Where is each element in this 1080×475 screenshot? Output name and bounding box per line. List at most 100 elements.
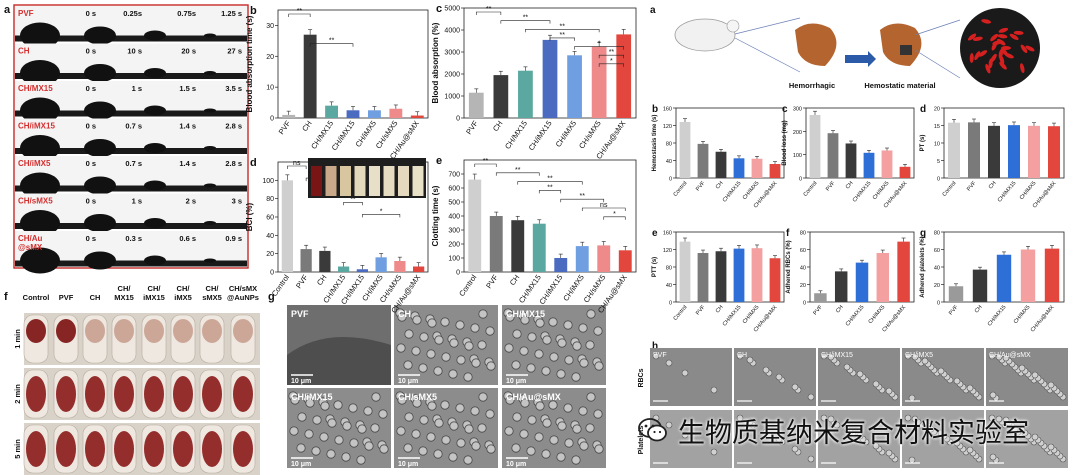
- sample-label: CH/iMX5: [18, 159, 51, 168]
- time-label: 0 s: [86, 197, 96, 206]
- panel-letter: c: [436, 3, 442, 15]
- y-tick-label: 20: [934, 107, 940, 113]
- cell: [652, 352, 660, 360]
- y-tick-label: 0: [456, 116, 460, 123]
- significance-bracket: [525, 28, 600, 33]
- y-tick-label: 0: [270, 270, 274, 277]
- wechat-icon: [638, 418, 667, 442]
- time-label: 27 s: [227, 47, 242, 56]
- y-tick-label: 5000: [444, 6, 460, 13]
- rbc-cell: [572, 424, 582, 434]
- y-axis-label: Adhered RBCs (%): [786, 240, 792, 293]
- bar: [834, 271, 848, 302]
- rbc-cell: [974, 51, 981, 61]
- significance-label: **: [486, 6, 492, 13]
- cell: [1018, 364, 1026, 372]
- droplet: [20, 22, 60, 49]
- y-tick-label: 500: [448, 200, 460, 207]
- scale-label: 10 μm: [398, 461, 418, 468]
- y-tick-label: 20: [266, 251, 274, 258]
- sem-label: CH/MX15: [506, 309, 545, 319]
- rbc-cell: [967, 33, 977, 41]
- bar: [855, 262, 869, 302]
- significance-label: **: [515, 167, 521, 174]
- rbc-cell: [441, 435, 451, 445]
- rbc-cell: [990, 33, 999, 42]
- inset-vial: [311, 166, 322, 196]
- blood-clot: [144, 376, 164, 412]
- y-tick-label: 3000: [444, 50, 460, 57]
- y-tick-label: 0: [669, 301, 672, 307]
- rbc-cell: [579, 441, 589, 451]
- bar: [338, 266, 350, 272]
- bar: [876, 253, 890, 302]
- rbc-cell: [448, 369, 458, 379]
- bar: [733, 158, 745, 178]
- rbc-cell: [304, 429, 314, 439]
- bar: [715, 151, 727, 178]
- droplet: [20, 247, 60, 274]
- rbc-cell: [348, 403, 358, 413]
- time-label: 0.7 s: [125, 122, 142, 131]
- rbc-cell: [534, 349, 544, 359]
- inset-vial: [369, 166, 380, 196]
- y-tick-label: 60: [800, 248, 806, 254]
- rbc-cell: [464, 424, 474, 434]
- rbc-cell: [342, 421, 352, 431]
- x-tick-label: CH: [491, 119, 505, 133]
- rbc-cell: [1020, 63, 1025, 73]
- bar: [554, 258, 568, 272]
- significance-label: **: [329, 38, 335, 45]
- blood-clot: [26, 376, 46, 412]
- rbc-cell: [411, 346, 421, 356]
- bar: [697, 253, 709, 302]
- plot-frame: [805, 107, 915, 179]
- liver-illustration: [795, 23, 837, 66]
- significance-bracket: [574, 46, 625, 50]
- rbc-cell: [998, 49, 1003, 59]
- significance-bracket: [598, 63, 625, 67]
- rbc-cell: [1000, 47, 1009, 56]
- bar: [591, 46, 607, 118]
- bar: [468, 179, 482, 272]
- rbc-cell: [578, 323, 588, 333]
- cell: [1047, 443, 1055, 451]
- rbc-cell: [463, 455, 473, 465]
- droplet: [144, 255, 166, 266]
- rbc-cell: [486, 444, 496, 454]
- significance-label: **: [580, 193, 586, 200]
- rbc-cell: [585, 423, 595, 433]
- panel-letter: d: [920, 104, 926, 115]
- blood-clot: [26, 319, 46, 343]
- scale-label: 10 μm: [291, 378, 311, 385]
- rbc-cell: [455, 403, 465, 413]
- y-tick-label: 30: [266, 23, 274, 30]
- cell: [904, 352, 912, 360]
- panel-letter: e: [436, 155, 442, 167]
- rbc-cell: [556, 452, 566, 462]
- significance-bracket: [598, 54, 625, 59]
- sample-label: CH/MX15: [18, 84, 53, 93]
- time-label: 3.5 s: [225, 84, 242, 93]
- time-label: 2.8 s: [225, 122, 242, 131]
- time-label: 1 s: [132, 197, 142, 206]
- row-label: 2 min: [13, 384, 22, 404]
- y-tick-label: 40: [666, 159, 672, 165]
- rbc-cell: [972, 36, 983, 42]
- rbc-cell: [297, 412, 307, 422]
- row-label: 1 min: [13, 329, 22, 349]
- blood-clot: [26, 431, 46, 467]
- sem-label: CH/sMX5: [398, 392, 437, 402]
- y-tick-label: 0: [456, 270, 460, 277]
- rbc-cell: [504, 426, 514, 436]
- droplet: [204, 146, 216, 150]
- plot-frame: [277, 9, 429, 119]
- rbc-cell: [396, 426, 406, 436]
- cell: [807, 455, 815, 463]
- significance-bracket: [474, 163, 497, 167]
- panel-g-sem: g PVF 10 μm CH 10 μm CH/MX15 10 μm CH/iMX15 10 μ…: [268, 291, 606, 468]
- x-tick-label: CH/MX15: [503, 119, 529, 151]
- bar: [733, 248, 745, 302]
- y-tick-label: 600: [448, 186, 460, 193]
- rbc-cell: [470, 323, 480, 333]
